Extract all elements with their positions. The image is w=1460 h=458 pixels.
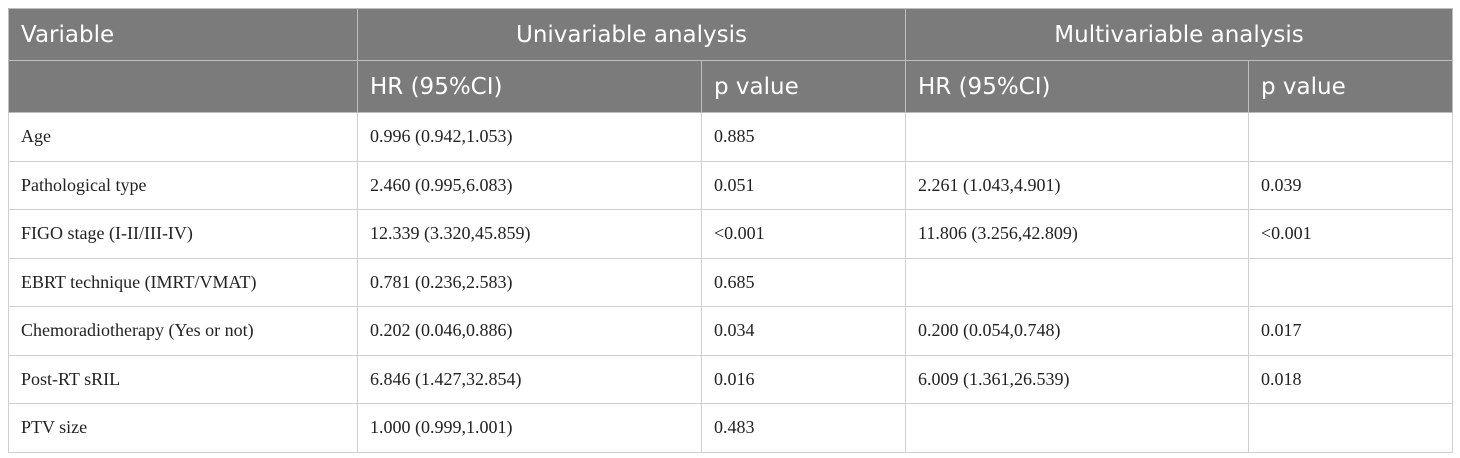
cell-multi-hr: 2.261 (1.043,4.901) — [905, 160, 1249, 210]
cell-uni-p: 0.685 — [701, 257, 906, 307]
cell-multi-p: 0.017 — [1247, 306, 1454, 356]
table-row: Post-RT sRIL 6.846 (1.427,32.854) 0.016 … — [8, 354, 1454, 404]
cell-multi-hr — [905, 257, 1249, 307]
header-multi-p: p value — [1247, 60, 1454, 113]
cell-multi-hr: 11.806 (3.256,42.809) — [905, 209, 1249, 259]
cell-multi-hr: 6.009 (1.361,26.539) — [905, 354, 1249, 404]
cell-multi-p: 0.018 — [1247, 354, 1454, 404]
header-blank — [8, 60, 358, 113]
header-univariable: Univariable analysis — [357, 8, 906, 61]
cell-uni-hr: 1.000 (0.999,1.001) — [357, 403, 702, 453]
header-uni-p: p value — [701, 60, 906, 113]
cell-multi-p — [1247, 112, 1454, 162]
cell-multi-p: <0.001 — [1247, 209, 1454, 259]
cell-variable: PTV size — [8, 403, 358, 453]
table-row: PTV size 1.000 (0.999,1.001) 0.483 — [8, 403, 1454, 453]
cell-variable: EBRT technique (IMRT/VMAT) — [8, 257, 358, 307]
table-body: Age 0.996 (0.942,1.053) 0.885 Pathologic… — [8, 112, 1454, 453]
cell-uni-p: <0.001 — [701, 209, 906, 259]
header-multi-hr: HR (95%CI) — [905, 60, 1249, 113]
table-row: EBRT technique (IMRT/VMAT) 0.781 (0.236,… — [8, 257, 1454, 307]
table-row: Chemoradiotherapy (Yes or not) 0.202 (0.… — [8, 306, 1454, 356]
table-row: Age 0.996 (0.942,1.053) 0.885 — [8, 112, 1454, 162]
results-table: Variable Univariable analysis Multivaria… — [8, 8, 1454, 453]
table-row: FIGO stage (I-II/III-IV) 12.339 (3.320,4… — [8, 209, 1454, 259]
table-row: Pathological type 2.460 (0.995,6.083) 0.… — [8, 160, 1454, 210]
header-row-sub: HR (95%CI) p value HR (95%CI) p value — [8, 60, 1454, 113]
cell-uni-hr: 0.781 (0.236,2.583) — [357, 257, 702, 307]
cell-uni-hr: 0.996 (0.942,1.053) — [357, 112, 702, 162]
cell-variable: Chemoradiotherapy (Yes or not) — [8, 306, 358, 356]
cell-uni-p: 0.885 — [701, 112, 906, 162]
table-header: Variable Univariable analysis Multivaria… — [8, 8, 1454, 113]
cell-uni-hr: 12.339 (3.320,45.859) — [357, 209, 702, 259]
cell-uni-hr: 0.202 (0.046,0.886) — [357, 306, 702, 356]
cell-multi-p — [1247, 403, 1454, 453]
cell-multi-hr — [905, 112, 1249, 162]
cell-uni-p: 0.483 — [701, 403, 906, 453]
header-row-groups: Variable Univariable analysis Multivaria… — [8, 8, 1454, 61]
cell-variable: Age — [8, 112, 358, 162]
cell-uni-p: 0.051 — [701, 160, 906, 210]
header-multivariable: Multivariable analysis — [904, 8, 1454, 61]
cell-multi-p: 0.039 — [1247, 160, 1454, 210]
cell-uni-p: 0.016 — [701, 354, 906, 404]
cell-uni-p: 0.034 — [701, 306, 906, 356]
header-variable: Variable — [8, 8, 358, 61]
cell-multi-hr — [905, 403, 1249, 453]
cell-multi-hr: 0.200 (0.054,0.748) — [905, 306, 1249, 356]
header-uni-hr: HR (95%CI) — [357, 60, 702, 113]
cell-variable: Post-RT sRIL — [8, 354, 358, 404]
cell-uni-hr: 6.846 (1.427,32.854) — [357, 354, 702, 404]
cell-multi-p — [1247, 257, 1454, 307]
cell-variable: Pathological type — [8, 160, 358, 210]
cell-uni-hr: 2.460 (0.995,6.083) — [357, 160, 702, 210]
cell-variable: FIGO stage (I-II/III-IV) — [8, 209, 358, 259]
